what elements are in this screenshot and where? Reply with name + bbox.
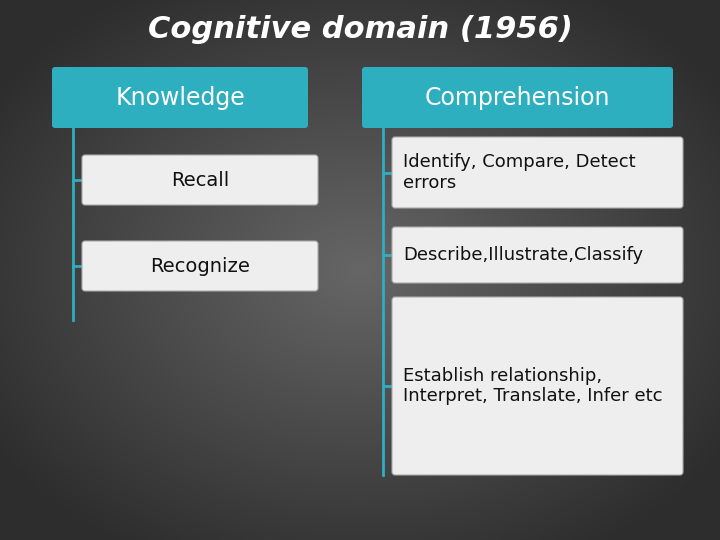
FancyBboxPatch shape [362,67,673,128]
Text: Cognitive domain (1956): Cognitive domain (1956) [148,16,572,44]
FancyBboxPatch shape [392,227,683,283]
FancyBboxPatch shape [52,67,308,128]
Text: Comprehension: Comprehension [425,85,611,110]
FancyBboxPatch shape [82,241,318,291]
FancyBboxPatch shape [392,297,683,475]
FancyBboxPatch shape [392,137,683,208]
FancyBboxPatch shape [82,155,318,205]
Text: Recall: Recall [171,171,229,190]
Text: Identify, Compare, Detect
errors: Identify, Compare, Detect errors [403,153,636,192]
Text: Describe,Illustrate,Classify: Describe,Illustrate,Classify [403,246,643,264]
Text: Establish relationship,
Interpret, Translate, Infer etc: Establish relationship, Interpret, Trans… [403,367,662,406]
Text: Knowledge: Knowledge [115,85,245,110]
Text: Recognize: Recognize [150,256,250,275]
